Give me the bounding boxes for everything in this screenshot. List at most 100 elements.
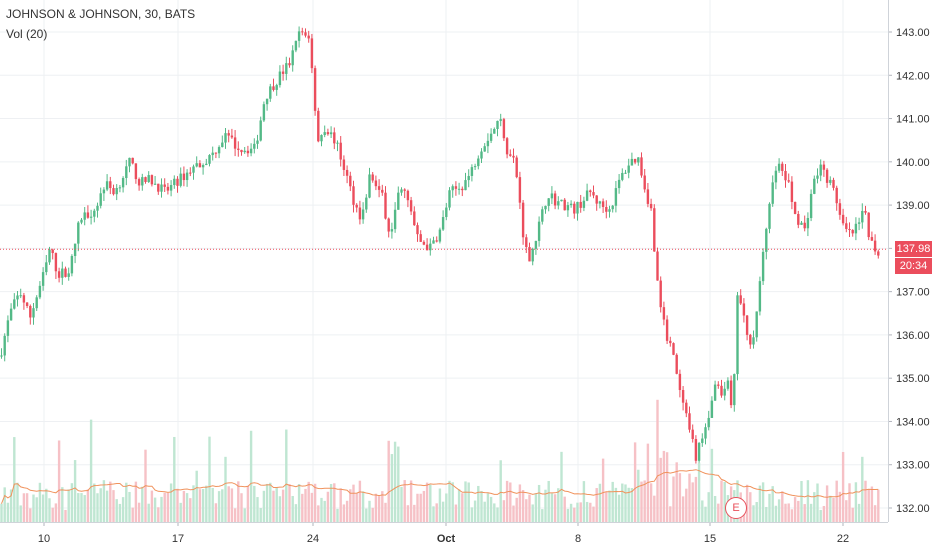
candle-body <box>720 385 723 396</box>
candle-body <box>0 355 3 357</box>
candle-body <box>813 178 816 194</box>
candle-body <box>432 240 435 244</box>
volume-bar <box>713 496 717 522</box>
volume-bar <box>691 482 694 522</box>
candle-body <box>409 200 413 212</box>
candle-body <box>240 149 243 153</box>
volume-bar <box>461 493 464 522</box>
candle-body <box>237 148 240 150</box>
time-axis[interactable]: 10 17 24 Oct 8 15 22 <box>38 522 849 545</box>
volume-bar <box>755 502 758 522</box>
volume-bar <box>291 495 294 522</box>
price-tick-label: 134.00 <box>896 416 930 428</box>
volume-bar <box>153 497 157 522</box>
price-tick-label: 143.00 <box>896 27 930 39</box>
candle-body <box>70 256 74 274</box>
candle-body <box>358 207 362 220</box>
volume-bar <box>25 493 29 522</box>
candle-body <box>297 31 301 41</box>
candle-body <box>80 219 83 223</box>
candle-body <box>662 307 666 320</box>
candle-body <box>438 229 442 242</box>
candle-body <box>374 180 378 187</box>
candle-body <box>649 203 653 209</box>
earnings-marker[interactable]: E <box>725 497 747 519</box>
candle-body <box>672 343 675 355</box>
candle-body <box>678 373 682 391</box>
volume-bar <box>825 485 829 522</box>
volume-bar <box>592 506 595 522</box>
candle-body <box>67 273 70 277</box>
volume-bar <box>201 489 205 522</box>
volume-bar <box>150 490 154 522</box>
volume-bar <box>486 493 490 522</box>
volume-bar <box>534 493 538 522</box>
candle-body <box>512 155 515 158</box>
volume-bar <box>761 482 765 522</box>
volume-bar <box>873 505 877 522</box>
symbol-title[interactable]: JOHNSON & JOHNSON, 30, BATS <box>6 7 196 21</box>
volume-bar <box>681 496 685 522</box>
candle-body <box>777 163 781 171</box>
volume-bar <box>131 507 134 522</box>
candle-body <box>659 280 662 308</box>
volume-bar <box>358 480 362 522</box>
candle-body <box>518 177 522 203</box>
candle-body <box>541 209 544 222</box>
candle-body <box>445 207 448 218</box>
candle-body <box>848 228 851 231</box>
candle-body <box>723 388 726 396</box>
candle-body <box>637 157 640 163</box>
volume-bar <box>416 493 419 522</box>
candle-body <box>873 240 877 252</box>
volume-bar <box>752 505 755 522</box>
candle-body <box>451 186 454 191</box>
candle-body <box>249 148 253 154</box>
volume-bar <box>448 480 451 522</box>
candle-body <box>323 132 326 136</box>
volume-bar <box>189 498 192 522</box>
volume-bar <box>211 487 214 522</box>
candle-body <box>393 209 397 230</box>
price-tick-label: 133.00 <box>896 460 930 472</box>
candle-body <box>176 178 179 186</box>
volume-bar <box>589 502 592 522</box>
volume-bar <box>125 482 128 522</box>
volume-bar <box>240 493 243 522</box>
volume-bar <box>54 503 58 522</box>
candle-body <box>675 354 678 374</box>
candle-body <box>710 400 714 418</box>
candle-body <box>768 203 771 229</box>
candle-body <box>227 133 230 136</box>
volume-bar <box>870 486 874 522</box>
volume-bar <box>819 509 822 522</box>
volume-bar <box>409 480 413 522</box>
volume-bar <box>685 488 688 522</box>
volume-bar <box>851 507 854 522</box>
volume-bar <box>137 502 141 522</box>
volume-indicator-label[interactable]: Vol (20) <box>6 27 48 41</box>
volume-bar <box>637 469 640 522</box>
volume-bar <box>579 502 582 522</box>
candle-body <box>787 180 790 182</box>
candle-body <box>86 212 90 218</box>
candle-body <box>317 110 320 142</box>
volume-bar <box>352 484 355 522</box>
candle-body <box>691 429 694 440</box>
volume-bar <box>99 488 102 522</box>
candle-body <box>333 132 336 144</box>
candle-body <box>413 211 416 226</box>
volume-bar <box>557 488 560 522</box>
volume-bar <box>278 496 282 522</box>
candle-body <box>429 243 432 251</box>
candle-body <box>816 175 819 179</box>
volume-bar <box>710 448 714 522</box>
candle-body <box>77 222 80 244</box>
volume-bar <box>233 508 237 522</box>
volume-bar <box>643 480 646 522</box>
candle-body <box>301 31 304 33</box>
candle-body <box>214 152 218 154</box>
volume-bar <box>109 481 112 522</box>
